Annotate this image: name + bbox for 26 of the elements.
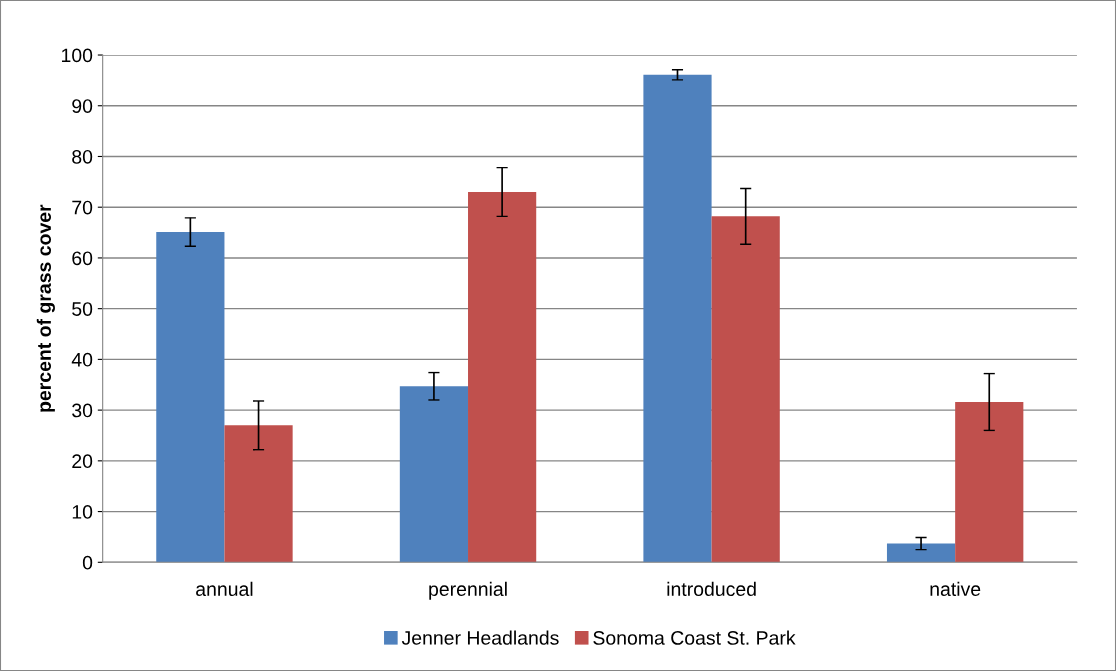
y-tick-label: 50 bbox=[72, 302, 93, 316]
y-tick-label: 20 bbox=[72, 454, 93, 469]
x-tick-label: perennial bbox=[429, 581, 507, 600]
bar bbox=[886, 543, 956, 563]
legend-label: Jenner Headlands bbox=[401, 630, 559, 645]
y-tick-label: 60 bbox=[72, 251, 93, 266]
y-tick-label: 80 bbox=[72, 149, 93, 164]
y-axis-title: percent of grass cover bbox=[36, 204, 55, 412]
legend-label: Sonoma Coast St. Park bbox=[593, 630, 796, 645]
y-tick-label: 70 bbox=[72, 200, 93, 215]
y-tick-label: 100 bbox=[61, 48, 93, 63]
bar bbox=[224, 425, 293, 563]
bar bbox=[955, 402, 1024, 563]
x-tick-label: annual bbox=[196, 581, 253, 597]
x-tick-label: native bbox=[930, 581, 981, 597]
y-tick-label: 30 bbox=[72, 403, 93, 418]
bar bbox=[711, 216, 780, 563]
bar bbox=[156, 232, 225, 563]
bar bbox=[468, 191, 537, 563]
y-tick-label: 10 bbox=[72, 505, 93, 519]
bar bbox=[643, 74, 712, 563]
y-tick-label: 90 bbox=[72, 99, 93, 113]
x-tick-label: introduced bbox=[667, 581, 756, 597]
y-tick-label: 0 bbox=[82, 555, 93, 570]
bar bbox=[399, 386, 469, 563]
y-tick-label: 40 bbox=[71, 352, 93, 367]
